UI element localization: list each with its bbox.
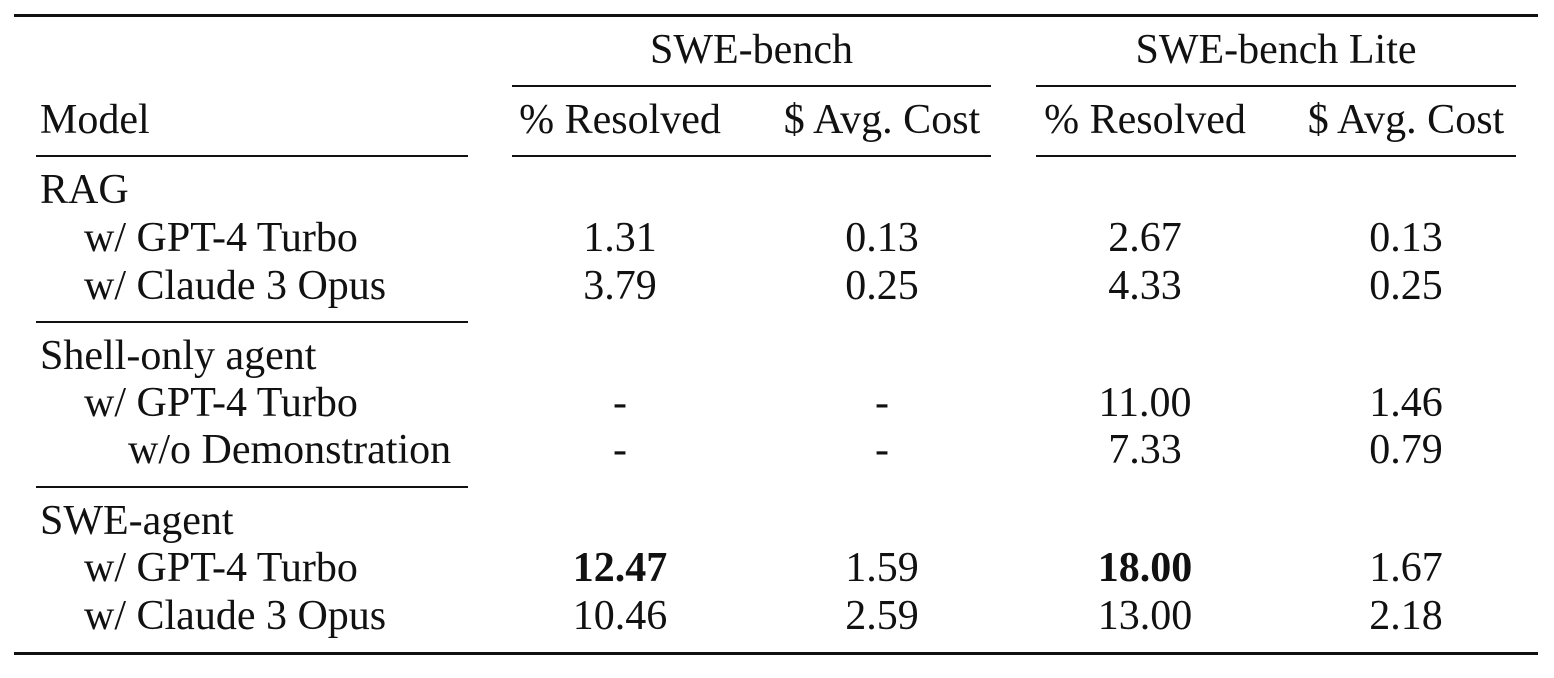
model-name: w/ GPT-4 Turbo [84, 545, 358, 591]
table-cell: - [875, 427, 889, 473]
table-cell: 0.25 [845, 263, 919, 309]
table-cell: 1.59 [845, 545, 919, 591]
section-divider-rule [36, 321, 468, 323]
table-cell: 2.18 [1369, 593, 1443, 639]
section-divider-rule [36, 486, 468, 488]
section-label: Shell-only agent [40, 333, 317, 379]
section-label: RAG [40, 167, 129, 213]
table-cell: - [875, 380, 889, 426]
section-label: SWE-agent [40, 498, 234, 544]
table-cell: 3.79 [583, 263, 657, 309]
table-cell: 1.67 [1369, 545, 1443, 591]
table-cell: 0.79 [1369, 427, 1443, 473]
model-name: w/ GPT-4 Turbo [84, 215, 358, 261]
column-header-lite-resolved: % Resolved [1044, 97, 1246, 143]
model-header-rule [36, 155, 468, 157]
table-cell-best: 12.47 [572, 545, 668, 591]
table-cell-best: 18.00 [1097, 545, 1193, 591]
group-header-swe-bench-lite: SWE-bench Lite [1135, 27, 1417, 73]
table-cell: 4.33 [1108, 263, 1182, 309]
swe-bench-group-rule [512, 85, 991, 87]
swe-bench-lite-header-rule [1036, 155, 1516, 157]
column-header-swe-resolved: % Resolved [519, 97, 721, 143]
table-cell: - [613, 380, 627, 426]
table-cell: 0.13 [845, 215, 919, 261]
model-name: w/ GPT-4 Turbo [84, 380, 358, 426]
table-cell: 0.25 [1369, 263, 1443, 309]
table-cell: 10.46 [572, 593, 668, 639]
swe-bench-header-rule [512, 155, 991, 157]
model-name: w/o Demonstration [128, 427, 452, 473]
column-header-swe-cost: $ Avg. Cost [783, 97, 981, 143]
table-cell: 1.46 [1369, 380, 1443, 426]
table-cell: 2.67 [1108, 215, 1182, 261]
table-cell: 11.00 [1098, 380, 1192, 426]
table-cell: 1.31 [583, 215, 657, 261]
column-header-lite-cost: $ Avg. Cost [1307, 97, 1505, 143]
table-cell: 0.13 [1369, 215, 1443, 261]
table-cell: 2.59 [845, 593, 919, 639]
swe-bench-lite-group-rule [1036, 85, 1516, 87]
bottom-rule [14, 652, 1538, 655]
model-name: w/ Claude 3 Opus [84, 263, 387, 309]
model-name: w/ Claude 3 Opus [84, 593, 387, 639]
table-cell: 13.00 [1097, 593, 1193, 639]
top-rule [14, 14, 1538, 17]
model-column-header: Model [40, 97, 150, 143]
table-cell: 7.33 [1108, 427, 1182, 473]
table-cell: - [613, 427, 627, 473]
group-header-swe-bench: SWE-bench [650, 27, 853, 73]
